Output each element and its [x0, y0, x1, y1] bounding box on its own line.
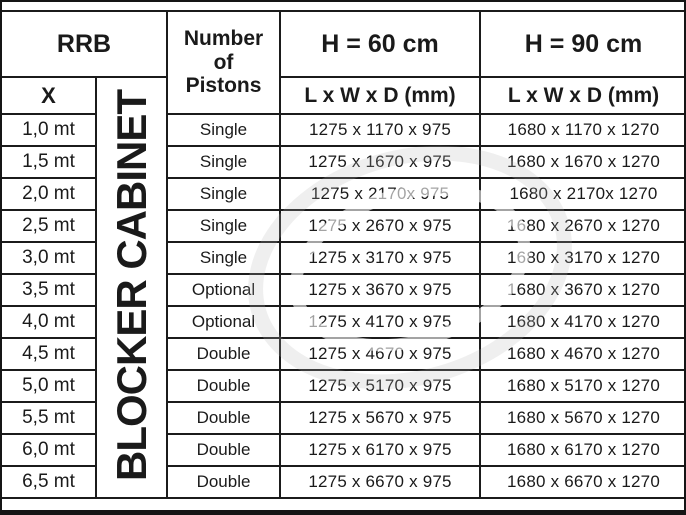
pistons-value: Double	[166, 433, 282, 467]
dims-h90-value: 1680 x 2670 x 1270	[479, 209, 686, 243]
table-row: 4,5 mt Double 1275 x 4670 x 975 1680 x 4…	[0, 337, 686, 371]
pistons-value: Double	[166, 369, 282, 403]
header-pistons-line1: Number	[183, 27, 264, 51]
pistons-value: Single	[166, 113, 282, 147]
pistons-value: Double	[166, 337, 282, 371]
rrb-x-value: 2,5 mt	[0, 209, 97, 243]
dims-h90-value: 1680 x 6670 x 1270	[479, 465, 686, 499]
blocker-cabinet-spec-table: RRB Number of Pistons H = 60 cm H = 90 c…	[0, 10, 686, 499]
pistons-value: Double	[166, 465, 282, 499]
rrb-x-value: 2,0 mt	[0, 177, 97, 211]
header-dims-h60: L x W x D (mm)	[279, 76, 482, 115]
dims-h90-value: 1680 x 3170 x 1270	[479, 241, 686, 275]
dims-h60-value: 1275 x 3670 x 975	[279, 273, 482, 307]
pistons-value: Single	[166, 145, 282, 179]
pistons-value: Double	[166, 401, 282, 435]
header-x: X	[0, 76, 97, 115]
pistons-value: Single	[166, 241, 282, 275]
rrb-x-value: 6,0 mt	[0, 433, 97, 467]
rrb-x-value: 4,5 mt	[0, 337, 97, 371]
dims-h60-value: 1275 x 4170 x 975	[279, 305, 482, 339]
rrb-x-value: 5,5 mt	[0, 401, 97, 435]
header-pistons-line2: of	[213, 50, 234, 74]
header-h90: H = 90 cm	[479, 10, 686, 78]
blocker-cabinet-vertical-label: BLOCKER CABINET	[107, 89, 155, 481]
table-row: 2,0 mt Single 1275 x 2170x 975 1680 x 21…	[0, 177, 686, 211]
dims-h60-value: 1275 x 2170x 975	[279, 177, 482, 211]
table-row: 6,5 mt Double 1275 x 6670 x 975 1680 x 6…	[0, 465, 686, 499]
table-row: 3,0 mt Single 1275 x 3170 x 975 1680 x 3…	[0, 241, 686, 275]
dims-h60-value: 1275 x 5670 x 975	[279, 401, 482, 435]
header-row-2: X BLOCKER CABINET L x W x D (mm) L x W x…	[0, 76, 686, 499]
header-row-1: RRB Number of Pistons H = 60 cm H = 90 c…	[0, 10, 686, 115]
header-pistons-line3: Pistons	[185, 74, 262, 98]
dims-h90-value: 1680 x 1170 x 1270	[479, 113, 686, 147]
dims-h60-value: 1275 x 3170 x 975	[279, 241, 482, 275]
dims-h90-value: 1680 x 3670 x 1270	[479, 273, 686, 307]
table-row: 5,5 mt Double 1275 x 5670 x 975 1680 x 5…	[0, 401, 686, 435]
dims-h60-value: 1275 x 1170 x 975	[279, 113, 482, 147]
pistons-value: Single	[166, 209, 282, 243]
dims-h60-value: 1275 x 4670 x 975	[279, 337, 482, 371]
table-row: 2,5 mt Single 1275 x 2670 x 975 1680 x 2…	[0, 209, 686, 243]
table-row: 3,5 mt Optional 1275 x 3670 x 975 1680 x…	[0, 273, 686, 307]
header-dims-h90: L x W x D (mm)	[479, 76, 686, 115]
dims-h90-value: 1680 x 4670 x 1270	[479, 337, 686, 371]
dims-h90-value: 1680 x 5670 x 1270	[479, 401, 686, 435]
dims-h60-value: 1275 x 1670 x 975	[279, 145, 482, 179]
header-number-of-pistons: Number of Pistons	[166, 10, 282, 115]
rrb-x-value: 3,5 mt	[0, 273, 97, 307]
blocker-cabinet-cell: BLOCKER CABINET	[94, 76, 169, 499]
rrb-x-value: 3,0 mt	[0, 241, 97, 275]
header-rrb: RRB	[0, 10, 169, 78]
pistons-value: Optional	[166, 305, 282, 339]
pistons-value: Optional	[166, 273, 282, 307]
dims-h90-value: 1680 x 2170x 1270	[479, 177, 686, 211]
dims-h60-value: 1275 x 6170 x 975	[279, 433, 482, 467]
rrb-x-value: 4,0 mt	[0, 305, 97, 339]
table-row: 6,0 mt Double 1275 x 6170 x 975 1680 x 6…	[0, 433, 686, 467]
rrb-x-value: 5,0 mt	[0, 369, 97, 403]
rrb-x-value: 6,5 mt	[0, 465, 97, 499]
dims-h60-value: 1275 x 5170 x 975	[279, 369, 482, 403]
dims-h90-value: 1680 x 5170 x 1270	[479, 369, 686, 403]
table-row: 4,0 mt Optional 1275 x 4170 x 975 1680 x…	[0, 305, 686, 339]
dims-h90-value: 1680 x 6170 x 1270	[479, 433, 686, 467]
pistons-value: Single	[166, 177, 282, 211]
dims-h60-value: 1275 x 6670 x 975	[279, 465, 482, 499]
rrb-x-value: 1,0 mt	[0, 113, 97, 147]
header-h60: H = 60 cm	[279, 10, 482, 78]
dims-h90-value: 1680 x 4170 x 1270	[479, 305, 686, 339]
table-row: 5,0 mt Double 1275 x 5170 x 975 1680 x 5…	[0, 369, 686, 403]
table-row: 1,0 mt Single 1275 x 1170 x 975 1680 x 1…	[0, 113, 686, 147]
rrb-x-value: 1,5 mt	[0, 145, 97, 179]
dims-h90-value: 1680 x 1670 x 1270	[479, 145, 686, 179]
table-row: 1,5 mt Single 1275 x 1670 x 975 1680 x 1…	[0, 145, 686, 179]
dims-h60-value: 1275 x 2670 x 975	[279, 209, 482, 243]
